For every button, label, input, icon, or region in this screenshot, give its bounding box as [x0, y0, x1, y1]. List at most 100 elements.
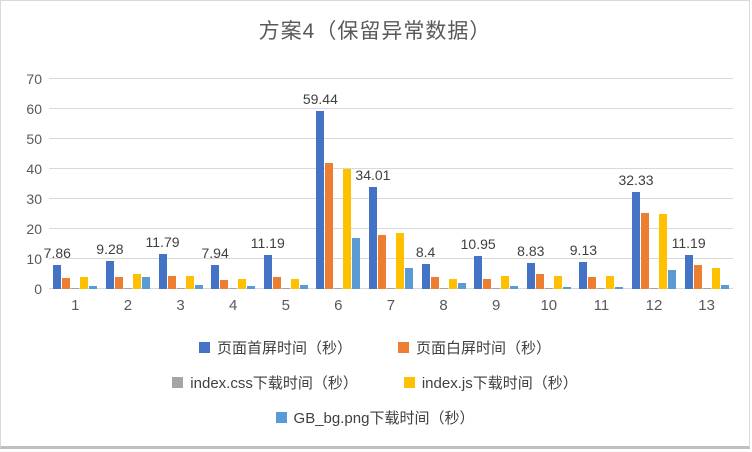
- bar-group: 8.4: [415, 79, 470, 289]
- x-tick-label: 2: [123, 297, 133, 314]
- x-tick-label: 3: [176, 297, 185, 314]
- bar: [281, 288, 290, 289]
- x-tick-label: 5: [281, 297, 290, 314]
- bar-group: 7.94: [202, 79, 260, 289]
- y-tick-label: 40: [26, 161, 42, 177]
- bar: [597, 288, 606, 289]
- bar-group: 8.83: [517, 79, 575, 289]
- bar: [89, 286, 98, 289]
- bar: [553, 276, 562, 289]
- bar: [483, 279, 492, 289]
- bar: [220, 280, 229, 289]
- data-label: 32.33: [618, 172, 654, 189]
- bar: [492, 288, 501, 289]
- y-tick-label: 20: [26, 221, 42, 237]
- bar: [80, 277, 89, 289]
- bar-group: 10.95: [461, 79, 523, 289]
- bar-group: 9.28: [96, 79, 155, 289]
- bar: [158, 253, 167, 289]
- bar: [430, 277, 439, 289]
- legend-swatch-icon: [198, 342, 210, 353]
- bar: [229, 288, 238, 289]
- bar: [194, 285, 203, 289]
- bar: [325, 163, 334, 289]
- data-label: 7.94: [201, 245, 229, 262]
- legend-item: 页面首屏时间（秒）: [198, 337, 352, 358]
- legend-swatch-icon: [403, 377, 415, 388]
- bar: [343, 169, 352, 289]
- bar: [272, 277, 281, 289]
- bar: [247, 286, 256, 289]
- data-label: 9.13: [569, 241, 598, 258]
- data-label: 59.44: [302, 90, 338, 107]
- data-label: 8.83: [517, 242, 545, 259]
- x-tick-label: 7: [386, 297, 396, 314]
- bar-group: 59.44: [303, 79, 365, 289]
- bar: [588, 277, 597, 289]
- legend-row: 页面首屏时间（秒） 页面白屏时间（秒）: [1, 337, 749, 358]
- data-label: 11.19: [250, 235, 285, 252]
- bar: [167, 276, 176, 289]
- bar: [211, 265, 220, 289]
- plot-area: 0 10 20 30 40 50 60 70 7.86 9.28 11.79 7.94 11.19 59…: [26, 71, 733, 297]
- data-label: 11.79: [145, 233, 180, 250]
- x-tick-label: 4: [228, 297, 238, 314]
- bar-group: 7.86: [44, 79, 102, 289]
- bar: [386, 287, 395, 289]
- bar-group: 34.01: [355, 79, 418, 289]
- bar: [659, 214, 667, 289]
- bar: [185, 276, 194, 289]
- legend-label: 页面白屏时间（秒）: [416, 340, 552, 357]
- bar: [526, 262, 535, 289]
- bar: [711, 268, 720, 289]
- bar: [544, 288, 553, 289]
- bar: [368, 186, 377, 289]
- bar: [606, 276, 615, 289]
- gridline: [49, 228, 733, 229]
- bar: [395, 232, 404, 289]
- data-label: 10.95: [460, 236, 496, 253]
- legend-item: index.js下载时间（秒）: [403, 372, 578, 393]
- bar: [299, 285, 308, 289]
- bar-groups: 7.86 9.28 11.79 7.94 11.19 59.44 34.01 8.4 10.95…: [44, 79, 733, 289]
- chart-title: 方案4（保留异常数据）: [258, 20, 492, 43]
- bar: [141, 277, 150, 289]
- y-tick-label: 10: [26, 251, 42, 267]
- gridline: [49, 168, 733, 169]
- legend-label: 页面首屏时间（秒）: [216, 340, 352, 357]
- bar: [501, 276, 510, 289]
- y-tick-label: 30: [26, 191, 42, 207]
- bar: [238, 279, 247, 289]
- x-tick-label: 8: [439, 297, 448, 314]
- bar: [650, 287, 658, 289]
- legend-label: GB_bg.png下载时间（秒）: [293, 410, 475, 427]
- gridline: [49, 258, 733, 259]
- bar: [457, 283, 466, 289]
- x-tick-label: 10: [540, 297, 558, 314]
- bar: [176, 288, 185, 289]
- bar: [684, 255, 693, 289]
- bar-group: 32.33: [618, 79, 681, 289]
- gridline: [49, 108, 733, 109]
- bar-group: 11.79: [146, 79, 207, 289]
- legend-swatch-icon: [275, 412, 287, 423]
- y-tick-label: 0: [34, 281, 42, 297]
- bar-group: 11.19: [251, 79, 312, 289]
- bar: [693, 265, 702, 289]
- bar: [53, 265, 62, 289]
- legend-item: index.css下载时间（秒）: [172, 372, 358, 393]
- bar: [62, 277, 71, 289]
- bar: [448, 279, 457, 289]
- bar: [615, 286, 624, 289]
- bar: [334, 287, 343, 289]
- legend: 页面首屏时间（秒） 页面白屏时间（秒） index.css下载时间（秒） index.…: [1, 337, 749, 428]
- bar: [114, 277, 123, 289]
- legend-item: GB_bg.png下载时间（秒）: [275, 407, 475, 428]
- data-label: 8.4: [415, 243, 436, 260]
- gridline: [49, 138, 733, 139]
- legend-row: GB_bg.png下载时间（秒）: [1, 407, 749, 428]
- legend-swatch-icon: [172, 377, 184, 388]
- x-tick-label: 9: [492, 297, 501, 314]
- bar-group: 9.13: [570, 79, 628, 289]
